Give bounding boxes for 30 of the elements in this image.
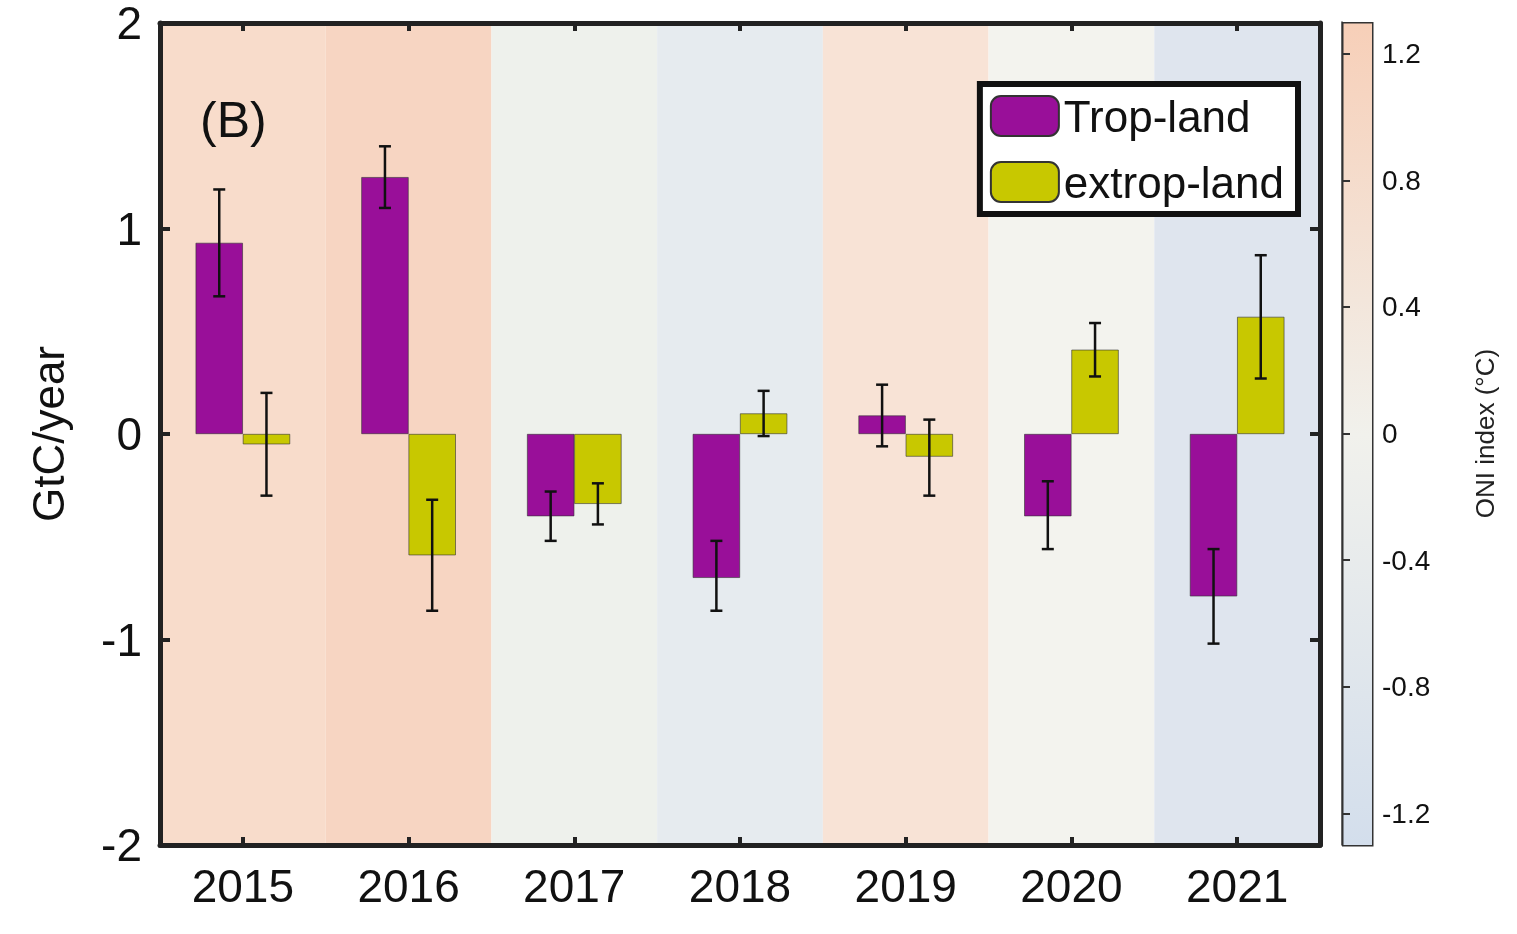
bar: [1189, 434, 1238, 597]
bar: [1237, 316, 1285, 434]
y-tick-label: -2: [101, 819, 142, 871]
color-bar-label: 0: [1382, 418, 1398, 449]
bar: [740, 413, 788, 434]
color-bar-label: 0.4: [1382, 291, 1421, 323]
bar: [692, 434, 740, 578]
y-tick-label: -1: [101, 613, 142, 666]
annotation: (B): [200, 92, 267, 148]
legend-label: extrop-land: [1063, 157, 1285, 207]
y-tick-label: 1: [116, 202, 142, 255]
x-tick-label: 2021: [1185, 860, 1289, 912]
bar: [242, 434, 291, 445]
color-bar-label: 1.2: [1382, 38, 1421, 70]
color-bar-title: ONI index (°C): [1470, 348, 1500, 519]
x-tick-label: 2016: [357, 860, 460, 912]
x-tick-label: 2020: [1020, 860, 1123, 912]
bar: [195, 242, 243, 434]
x-tick-label: 2015: [191, 860, 295, 912]
color-bar-label: -0.8: [1382, 671, 1431, 703]
legend-label: Trop-land: [1063, 91, 1251, 141]
y-tick-label: 2: [116, 0, 142, 49]
x-tick-label: 2018: [688, 860, 792, 912]
color-bar-label: 0.8: [1382, 164, 1421, 196]
x-tick-label: 2017: [523, 860, 626, 912]
y-tick-label: 0: [116, 408, 142, 460]
color-bar-label: -1.2: [1382, 797, 1431, 829]
color-bar-label: -0.4: [1382, 544, 1431, 576]
x-tick-label: 2019: [854, 860, 957, 912]
y-axis-title: GtC/year: [23, 345, 73, 523]
